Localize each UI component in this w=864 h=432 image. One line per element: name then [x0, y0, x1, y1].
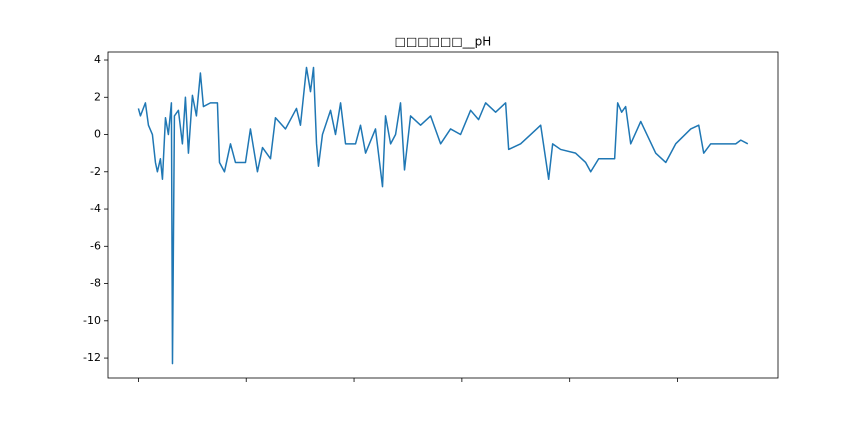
y-tick-label: -8 [90, 277, 101, 290]
axes-frame [107, 51, 779, 379]
y-tick-label: -2 [90, 165, 101, 178]
data-line [137, 66, 749, 365]
y-tick-label: -10 [83, 314, 101, 327]
y-tick-label: 2 [94, 90, 101, 103]
y-tick-label: -4 [90, 202, 101, 215]
y-tick-label: -6 [90, 239, 101, 252]
y-tick-label: 0 [94, 128, 101, 141]
y-tick-label: 4 [94, 53, 101, 66]
y-tick-label: -12 [83, 351, 101, 364]
chart-title: □□□□□□__pH [395, 35, 492, 49]
